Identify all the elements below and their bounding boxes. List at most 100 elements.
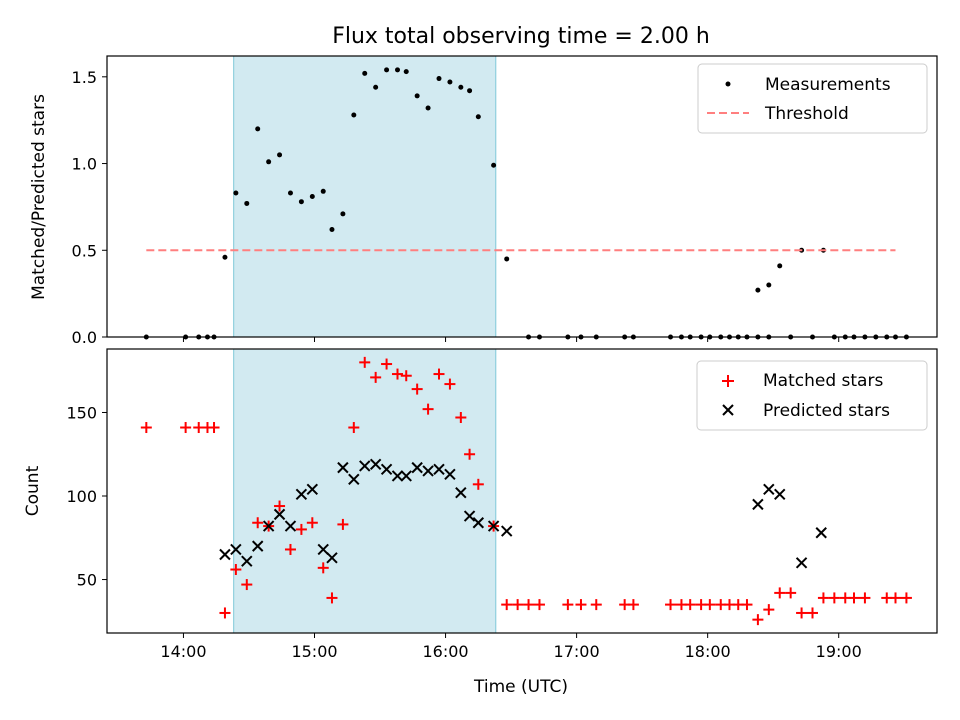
predicted-star-point — [472, 517, 485, 529]
matched-star-point — [180, 422, 192, 434]
predicted-star-point — [752, 498, 764, 511]
measurement-point — [362, 70, 368, 76]
measurement-point — [255, 126, 261, 132]
bot-ytick-label: 100 — [66, 487, 97, 506]
matched-star-point — [241, 579, 253, 591]
predicted-star-point — [262, 520, 275, 532]
matched-star-point — [512, 599, 524, 611]
measurement-point — [340, 211, 346, 217]
predicted-star-point — [501, 525, 513, 537]
bot-ytick-label: 150 — [66, 403, 97, 422]
predicted-star-point — [241, 555, 253, 567]
matched-star-point — [433, 368, 445, 380]
matched-star-point — [411, 383, 423, 395]
matched-star-point — [359, 356, 371, 368]
measurement-point — [329, 226, 335, 232]
predicted-star-point — [326, 552, 338, 564]
measurement-point — [395, 67, 400, 73]
legend-matched-marker — [722, 375, 734, 387]
top-ytick-label: 1.0 — [72, 155, 97, 174]
matched-star-point — [501, 599, 513, 611]
matched-star-point — [295, 523, 307, 535]
figure-title: Flux total observing time = 2.00 h — [332, 24, 710, 49]
matched-star-point — [752, 614, 764, 626]
measurement-point — [244, 200, 250, 206]
matched-star-point — [472, 478, 484, 490]
matched-star-point — [392, 368, 403, 380]
matched-star-point — [348, 422, 360, 434]
measurement-point — [277, 152, 283, 158]
predicted-star-point — [774, 488, 786, 501]
measurement-point — [403, 69, 409, 75]
matched-star-point — [252, 517, 264, 529]
measurement-point — [222, 254, 228, 260]
predicted-star-point — [295, 488, 308, 501]
matched-star-point — [763, 604, 775, 616]
legend-threshold-label: Threshold — [764, 104, 849, 124]
matched-star-point — [400, 370, 412, 382]
top-axes-frame — [106, 55, 938, 338]
measurement-point — [467, 88, 473, 94]
bot-xtick-label: 16:00 — [422, 642, 468, 661]
matched-star-point — [381, 358, 393, 370]
matched-star-point — [523, 599, 535, 611]
predicted-star-point — [252, 540, 264, 552]
matched-star-point — [890, 592, 901, 604]
matched-star-point — [575, 599, 587, 611]
predicted-star-point — [455, 486, 467, 499]
matched-star-point — [848, 592, 860, 604]
measurement-point — [233, 190, 239, 196]
bottom-panel: 14:00 15:00 16:00 17:00 18:00 19:00 50 100 150 C… — [23, 348, 938, 697]
measurement-point — [755, 287, 761, 293]
top-ytick-label: 1.5 — [72, 68, 97, 87]
bot-xtick-label: 17:00 — [554, 642, 600, 661]
measurement-point — [309, 194, 315, 199]
predicted-star-point — [359, 460, 371, 472]
predicted-star-point — [487, 520, 500, 532]
measurement-point — [373, 84, 379, 90]
matched-star-point — [370, 371, 382, 383]
predicted-star-point — [391, 470, 404, 482]
predicted-star-point — [463, 510, 476, 522]
predicted-star-point — [444, 468, 456, 481]
predicted-star-point — [337, 461, 349, 474]
bot-xtick-label: 19:00 — [816, 642, 862, 661]
predicted-star-point — [400, 470, 412, 482]
predicted-star-point — [219, 548, 231, 561]
matched-star-point — [562, 599, 574, 611]
matched-star-point — [284, 543, 296, 555]
legend-measurements-label: Measurements — [765, 75, 891, 95]
matched-star-point — [326, 592, 338, 604]
matched-star-point — [274, 500, 286, 512]
matched-star-point — [627, 599, 639, 611]
measurement-point — [447, 79, 453, 85]
predicted-star-point — [348, 473, 360, 486]
predicted-star-point — [230, 543, 242, 556]
matched-star-point — [665, 599, 677, 611]
bottom-axes-frame — [106, 348, 938, 634]
predicted-star-point — [795, 557, 808, 569]
bottom-ylabel: Count — [23, 465, 43, 516]
measurement-point — [425, 105, 431, 111]
top-legend-box — [697, 63, 928, 134]
predicted-star-point — [284, 520, 297, 532]
predicted-star-point — [317, 543, 329, 556]
predicted-star-point — [380, 463, 393, 475]
top-ylabel: Matched/Predicted stars — [29, 94, 49, 300]
predicted-star-point — [411, 461, 423, 474]
bottom-xlabel: Time (UTC) — [473, 677, 568, 697]
matched-star-point — [337, 518, 349, 530]
legend-predicted-label: Predicted stars — [763, 401, 890, 421]
matched-star-point — [455, 411, 467, 423]
measurement-point — [458, 84, 464, 90]
measurement-point — [266, 159, 272, 165]
matched-star-point — [444, 378, 456, 390]
matched-star-point — [306, 517, 318, 529]
matched-star-point — [796, 607, 808, 619]
matched-star-point — [208, 422, 220, 434]
measurement-point — [298, 199, 304, 205]
matched-star-point — [817, 592, 829, 604]
matched-star-point — [785, 587, 797, 599]
matched-star-point — [422, 403, 434, 415]
